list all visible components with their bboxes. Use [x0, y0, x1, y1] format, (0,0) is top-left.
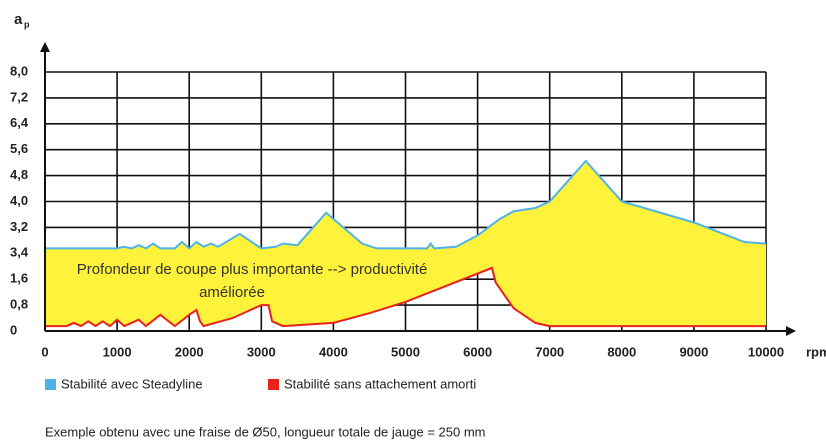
stable-area — [45, 161, 766, 327]
annotation: Profondeur de coupe plus importante --> … — [77, 261, 428, 278]
x-tick-label: 2000 — [175, 344, 204, 359]
legend-swatch — [268, 379, 279, 390]
x-tick-label: 4000 — [319, 344, 348, 359]
legend-label: Stabilité avec Steadyline — [61, 376, 203, 391]
x-tick-label: 10000 — [748, 344, 784, 359]
y-axis-label-sub: p — [24, 19, 30, 29]
y-tick-label: 0 — [10, 322, 17, 337]
y-tick-label: 0,8 — [10, 297, 28, 312]
x-axis-label: rpm — [806, 344, 826, 359]
x-tick-label: 9000 — [679, 344, 708, 359]
x-tick-label: 6000 — [463, 344, 492, 359]
y-tick-label: 4,0 — [10, 193, 28, 208]
x-tick-label: 0 — [41, 344, 48, 359]
y-tick-label: 6,4 — [10, 115, 29, 130]
y-tick-label: 8,0 — [10, 63, 28, 78]
x-axis-arrow — [786, 326, 796, 336]
y-tick-label: 4,8 — [10, 167, 28, 182]
y-tick-label: 3,2 — [10, 219, 28, 234]
y-tick-label: 3,4 — [10, 245, 29, 260]
x-tick-label: 5000 — [391, 344, 420, 359]
y-tick-label: 7,2 — [10, 89, 28, 104]
x-tick-label: 3000 — [247, 344, 276, 359]
y-axis-label: a — [14, 11, 23, 28]
y-tick-label: 1,6 — [10, 271, 28, 286]
y-tick-label: 5,6 — [10, 141, 28, 156]
x-tick-label: 8000 — [607, 344, 636, 359]
x-tick-label: 7000 — [535, 344, 564, 359]
annotation: améliorée — [199, 284, 265, 301]
legend-swatch — [45, 379, 56, 390]
footnote: Exemple obtenu avec une fraise de Ø50, l… — [45, 424, 485, 439]
x-tick-label: 1000 — [103, 344, 132, 359]
legend-label: Stabilité sans attachement amorti — [284, 376, 476, 391]
series-line — [45, 159, 767, 250]
y-axis-arrow — [40, 42, 50, 52]
series-line — [45, 266, 766, 328]
